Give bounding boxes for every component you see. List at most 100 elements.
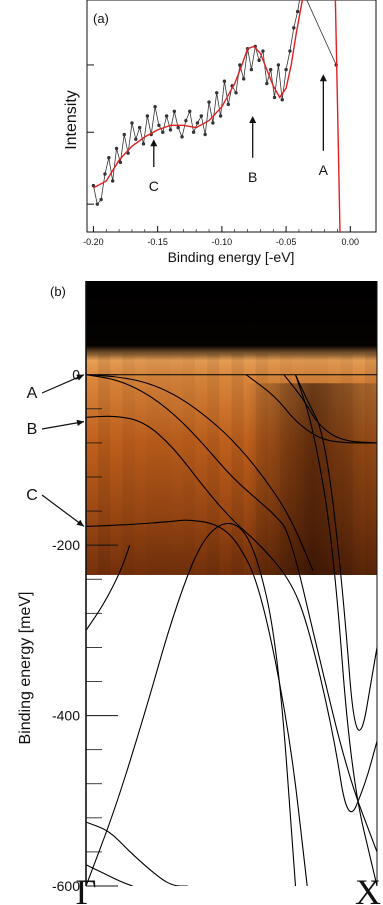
fit-line <box>93 0 341 232</box>
intensity-column <box>364 353 377 575</box>
data-point <box>107 156 111 160</box>
intensity-shading <box>86 383 377 575</box>
data-point <box>164 114 169 118</box>
band-curve <box>86 821 188 886</box>
band-curve <box>294 374 377 886</box>
gamma-label: Γ <box>76 872 97 905</box>
intensity-column <box>280 353 293 575</box>
panel-b-ytick-label: -600 <box>52 878 80 894</box>
intensity-column <box>195 353 208 575</box>
panel-a-plot <box>91 0 341 232</box>
intensity-column <box>340 353 353 575</box>
data-point <box>153 105 157 109</box>
intensity-column <box>316 353 329 575</box>
annotation-label: C <box>149 178 159 194</box>
panel-b-annotation-label: B <box>27 421 38 438</box>
panel-b-annotation-label: A <box>27 385 38 402</box>
intensity-column <box>328 353 341 575</box>
annotation-arrowhead <box>150 139 158 147</box>
data-point <box>188 109 192 114</box>
intensity-column <box>219 353 232 575</box>
raw-data-line <box>93 0 337 206</box>
data-point <box>199 114 204 118</box>
data-point <box>272 95 277 100</box>
data-point <box>218 114 223 118</box>
panel-a-ticks: -0.20 -0.15 -0.10 -0.05 0.00 <box>83 64 360 247</box>
data-point <box>292 26 296 30</box>
panel-a: (a) Intensity Binding energy [-eV] -0.20… <box>63 0 377 265</box>
band-curve <box>86 415 377 812</box>
data-point <box>118 160 123 165</box>
data-point <box>114 146 119 151</box>
data-point <box>168 128 173 132</box>
panel-b-annotation-arrowhead <box>76 519 84 527</box>
intensity-column <box>255 353 268 575</box>
panel-b-annotation-arrowhead <box>76 419 84 426</box>
data-point <box>103 172 107 176</box>
intensity-column <box>170 353 183 575</box>
data-point <box>203 132 207 137</box>
data-point <box>137 125 142 130</box>
panel-b-ytick-label: -200 <box>52 537 80 553</box>
data-point <box>268 67 273 72</box>
band-curve <box>86 519 308 886</box>
panel-a-xtick-label: -0.05 <box>276 237 297 247</box>
intensity-column <box>110 353 123 575</box>
panel-b-annotations: A B C <box>26 374 85 527</box>
panel-a-frame <box>86 0 377 233</box>
band-curve <box>294 374 377 731</box>
data-point <box>130 121 134 125</box>
panel-b-annotation-arrowhead <box>76 374 84 381</box>
annotation-arrowhead <box>319 74 327 82</box>
panel-b: (b) 0 -200 -400 -600 A B C Binding energy [me… <box>17 281 381 905</box>
data-point <box>222 79 227 83</box>
panel-b-ytick-label: -400 <box>52 708 80 724</box>
intensity-column <box>158 353 171 575</box>
data-point <box>295 9 300 14</box>
intensity-column <box>98 353 111 575</box>
panel-a-ylabel: Intensity <box>63 90 80 150</box>
intensity-column <box>86 353 99 575</box>
x-point-label: X <box>355 872 381 905</box>
panel-b-heatmap <box>86 281 377 575</box>
data-point <box>176 125 180 130</box>
data-point <box>215 91 219 95</box>
data-point <box>226 102 230 107</box>
data-point <box>207 100 211 104</box>
data-point <box>157 123 161 127</box>
annotation-label: B <box>248 169 257 185</box>
band-curve <box>86 545 131 631</box>
annotation-label: A <box>319 162 329 178</box>
data-point <box>238 63 242 67</box>
intensity-column <box>292 353 305 575</box>
panel-b-annotation-arrow <box>41 421 85 430</box>
data-point <box>134 137 138 141</box>
band-curve <box>86 522 297 886</box>
panel-a-xlabel: Binding energy [-eV] <box>168 249 295 265</box>
data-point <box>195 121 200 125</box>
intensity-column <box>146 353 159 575</box>
data-point <box>95 202 99 206</box>
panel-b-ytick-label: 0 <box>72 367 80 383</box>
panel-a-xtick-label: -0.10 <box>212 237 233 247</box>
data-point <box>211 121 215 125</box>
data-point <box>288 49 292 53</box>
data-point <box>265 81 269 86</box>
panel-b-bands <box>86 374 377 886</box>
panel-a-xtick-label: -0.20 <box>83 237 104 247</box>
data-point <box>249 67 254 72</box>
panel-a-xtick-label: 0.00 <box>342 237 360 247</box>
panel-a-annotations: A B C <box>149 74 329 194</box>
panel-b-ylabel: Binding energy [meV] <box>17 592 34 745</box>
data-point <box>99 197 103 202</box>
band-curve <box>283 374 377 444</box>
band-curve <box>86 374 377 853</box>
data-point <box>122 132 126 137</box>
intensity-column <box>243 353 256 575</box>
panel-b-annotation-arrow <box>41 494 85 527</box>
annotation-arrowhead <box>249 116 257 123</box>
panel-b-annotation-arrow <box>41 374 85 394</box>
band-curve <box>86 864 133 886</box>
intensity-column <box>231 353 244 575</box>
